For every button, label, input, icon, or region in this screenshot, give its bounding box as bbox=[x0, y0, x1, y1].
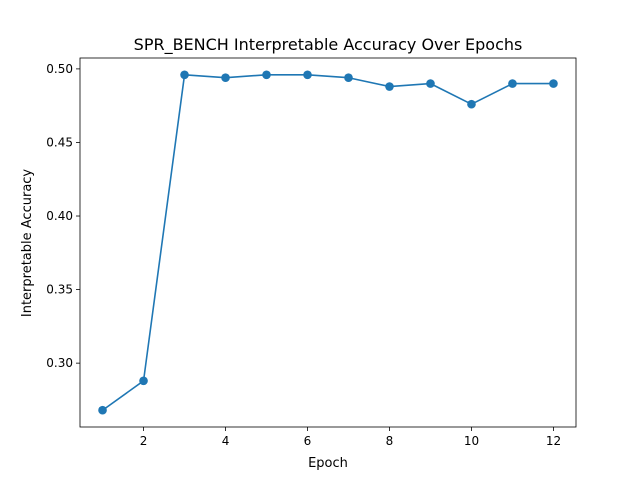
x-tick-label: 12 bbox=[546, 434, 561, 448]
data-point bbox=[467, 99, 476, 109]
x-tick-label: 4 bbox=[222, 434, 230, 448]
series-line bbox=[102, 73, 554, 411]
x-axis-label: Epoch bbox=[308, 456, 348, 471]
y-tick-label: 0.50 bbox=[46, 62, 73, 76]
data-point bbox=[180, 70, 189, 80]
data-point bbox=[385, 82, 394, 91]
data-point bbox=[221, 73, 230, 83]
x-tick-label: 8 bbox=[386, 434, 394, 448]
data-point bbox=[98, 405, 107, 415]
plot-frame bbox=[79, 57, 577, 428]
x-tick-label: 10 bbox=[464, 434, 479, 448]
y-axis-label: Interpretable Accuracy bbox=[20, 169, 35, 318]
data-point bbox=[262, 70, 271, 80]
y-tick-label: 0.40 bbox=[46, 209, 73, 223]
chart-title: SPR_BENCH Interpretable Accuracy Over Ep… bbox=[134, 35, 523, 55]
y-tick-label: 0.35 bbox=[46, 283, 73, 297]
x-tick-label: 6 bbox=[304, 434, 312, 448]
data-point bbox=[139, 376, 148, 386]
y-tick-label: 0.45 bbox=[46, 135, 73, 149]
data-point bbox=[549, 79, 558, 88]
x-tick-label: 2 bbox=[140, 434, 148, 448]
y-tick-label: 0.30 bbox=[46, 356, 73, 370]
plot-area: 2 4 6 8 10 12 0.30 0.35 0.40 0.45 0.50 bbox=[46, 57, 577, 448]
data-point bbox=[303, 70, 312, 80]
data-point bbox=[344, 73, 353, 83]
data-point bbox=[426, 79, 435, 88]
data-point bbox=[508, 79, 517, 88]
